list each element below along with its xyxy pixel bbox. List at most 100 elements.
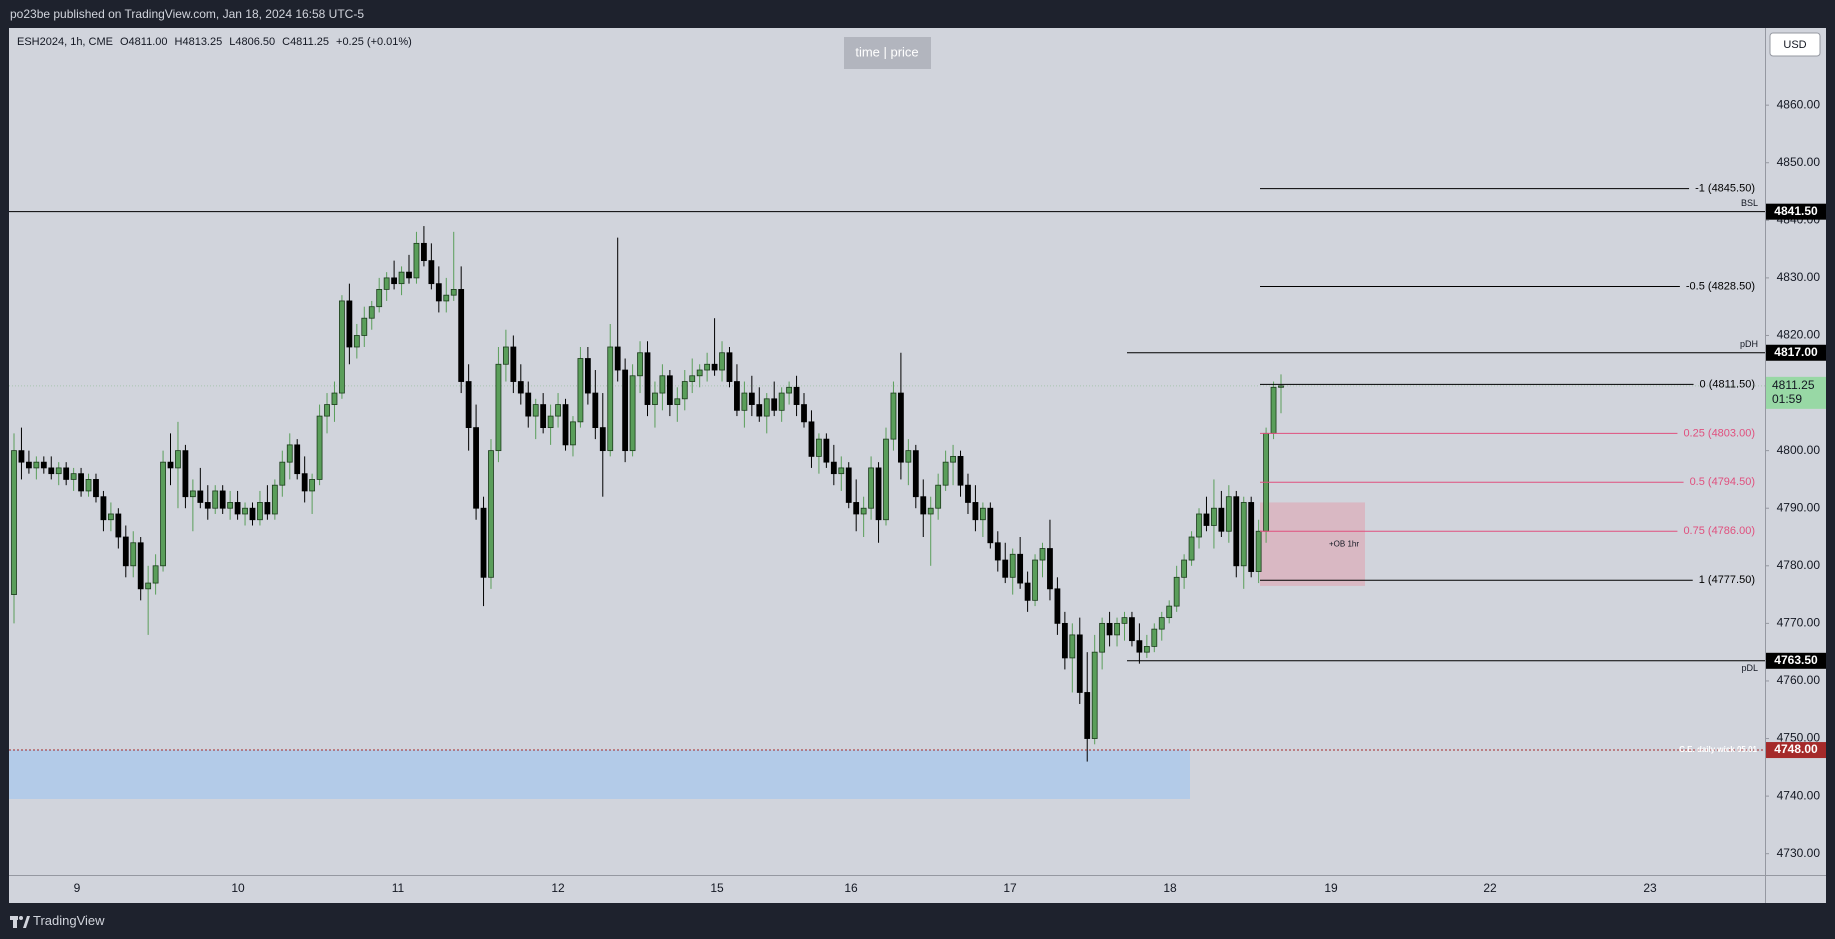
candle-body	[197, 490, 204, 503]
candle-body	[383, 277, 390, 290]
candle-body	[107, 513, 114, 521]
candle-body	[517, 381, 524, 394]
fib-label: 0.75 (4786.00)	[1683, 525, 1755, 537]
fib-label: 1 (4777.50)	[1699, 574, 1755, 586]
currency-box	[1769, 32, 1821, 57]
candle-body	[227, 502, 234, 509]
candle-body	[1061, 622, 1068, 659]
candle-body	[1173, 576, 1180, 607]
candle-body	[279, 461, 286, 486]
candle-body	[212, 490, 219, 509]
candle-body	[450, 289, 457, 296]
level-price-tag-bg	[1766, 344, 1826, 361]
candle-body	[85, 479, 92, 492]
x-tick-label: 12	[551, 881, 565, 895]
candle-body	[70, 473, 77, 480]
y-tick-label: 4730.00	[1777, 846, 1821, 860]
candle-body	[93, 479, 99, 498]
candle-body	[1166, 605, 1173, 619]
candle-body	[525, 392, 532, 417]
candle-body	[309, 479, 316, 492]
candle-body	[219, 490, 226, 509]
candle-body	[1181, 559, 1188, 578]
candle-body	[689, 375, 696, 382]
candle-body	[324, 404, 330, 417]
y-tick-label: 4850.00	[1777, 155, 1821, 169]
ce-price-tag-bg	[1766, 742, 1826, 759]
candle-body	[1225, 496, 1232, 532]
candle-body	[734, 381, 740, 411]
y-tick-label: 4780.00	[1777, 558, 1821, 572]
candle-body	[562, 404, 569, 446]
y-tick-label: 4800.00	[1777, 443, 1821, 457]
level-price-tag-bg	[1766, 652, 1826, 669]
candle-body	[63, 467, 70, 480]
candle-body	[406, 271, 412, 279]
candle-body	[614, 346, 621, 371]
candle-body	[965, 484, 971, 503]
candle-body	[659, 375, 666, 394]
candle-body	[361, 317, 368, 336]
candle-body	[786, 386, 793, 394]
x-tick-label: 11	[392, 881, 405, 895]
candle-body	[532, 404, 539, 417]
candle-body	[175, 450, 181, 469]
y-tick-label: 4820.00	[1777, 328, 1821, 342]
legend-text: L4806.50	[229, 36, 275, 48]
fib-label: 0 (4811.50)	[1700, 378, 1755, 390]
watermark: time | price	[855, 44, 918, 59]
candle-body	[1076, 634, 1083, 693]
level-label: BSL	[1741, 198, 1758, 208]
publisher-bar: po23be published on TradingView.com, Jan…	[0, 0, 1835, 28]
x-tick-label: 9	[74, 881, 81, 895]
candle-body	[599, 427, 606, 452]
candle-body	[443, 294, 450, 302]
candle-body	[435, 283, 442, 302]
candle-body	[890, 392, 897, 440]
candle-body	[920, 496, 927, 515]
candle-body	[1099, 622, 1106, 653]
candle-body	[1151, 628, 1158, 647]
candle-body	[182, 450, 189, 498]
candle-body	[189, 490, 196, 498]
candle-body	[823, 438, 830, 463]
candle-body	[502, 346, 509, 365]
candle-body	[912, 450, 919, 498]
order-block	[1260, 502, 1365, 586]
candle-body	[629, 375, 636, 452]
legend-text: +0.25 (+0.01%)	[336, 36, 412, 48]
candle-body	[1054, 588, 1061, 624]
candle-body	[905, 450, 912, 463]
candle-body	[570, 421, 576, 446]
candle-body	[152, 565, 159, 584]
candle-body	[898, 392, 904, 463]
candle-body	[838, 467, 845, 475]
candle-body	[771, 398, 778, 411]
ce-price-tag: 4748.00	[1774, 742, 1818, 756]
candle-body	[830, 461, 837, 475]
y-tick-label: 4860.00	[1777, 97, 1821, 111]
candle-body	[845, 467, 852, 503]
candle-body	[868, 467, 874, 509]
candle-body	[1047, 548, 1053, 590]
candle-body	[473, 427, 479, 509]
legend-text: H4813.25	[175, 36, 223, 48]
fib-label: 0.25 (4803.00)	[1683, 427, 1755, 439]
candle-body	[1158, 617, 1165, 630]
x-tick-label: 18	[1163, 881, 1177, 895]
candle-body	[331, 392, 338, 405]
candle-body	[48, 467, 55, 475]
candle-body	[271, 484, 278, 515]
candle-body	[994, 542, 1001, 561]
candle-body	[1069, 634, 1076, 659]
fib-label: -1 (4845.50)	[1695, 183, 1755, 195]
x-tick-label: 17	[1003, 881, 1017, 895]
candle-body	[979, 507, 986, 521]
candle-body	[652, 392, 658, 405]
candle-body	[428, 260, 435, 285]
candle-body	[413, 242, 420, 279]
candle-body	[1017, 553, 1024, 584]
y-tick-label: 4750.00	[1777, 731, 1821, 745]
candle-body	[711, 363, 718, 371]
candle-body	[681, 381, 688, 400]
